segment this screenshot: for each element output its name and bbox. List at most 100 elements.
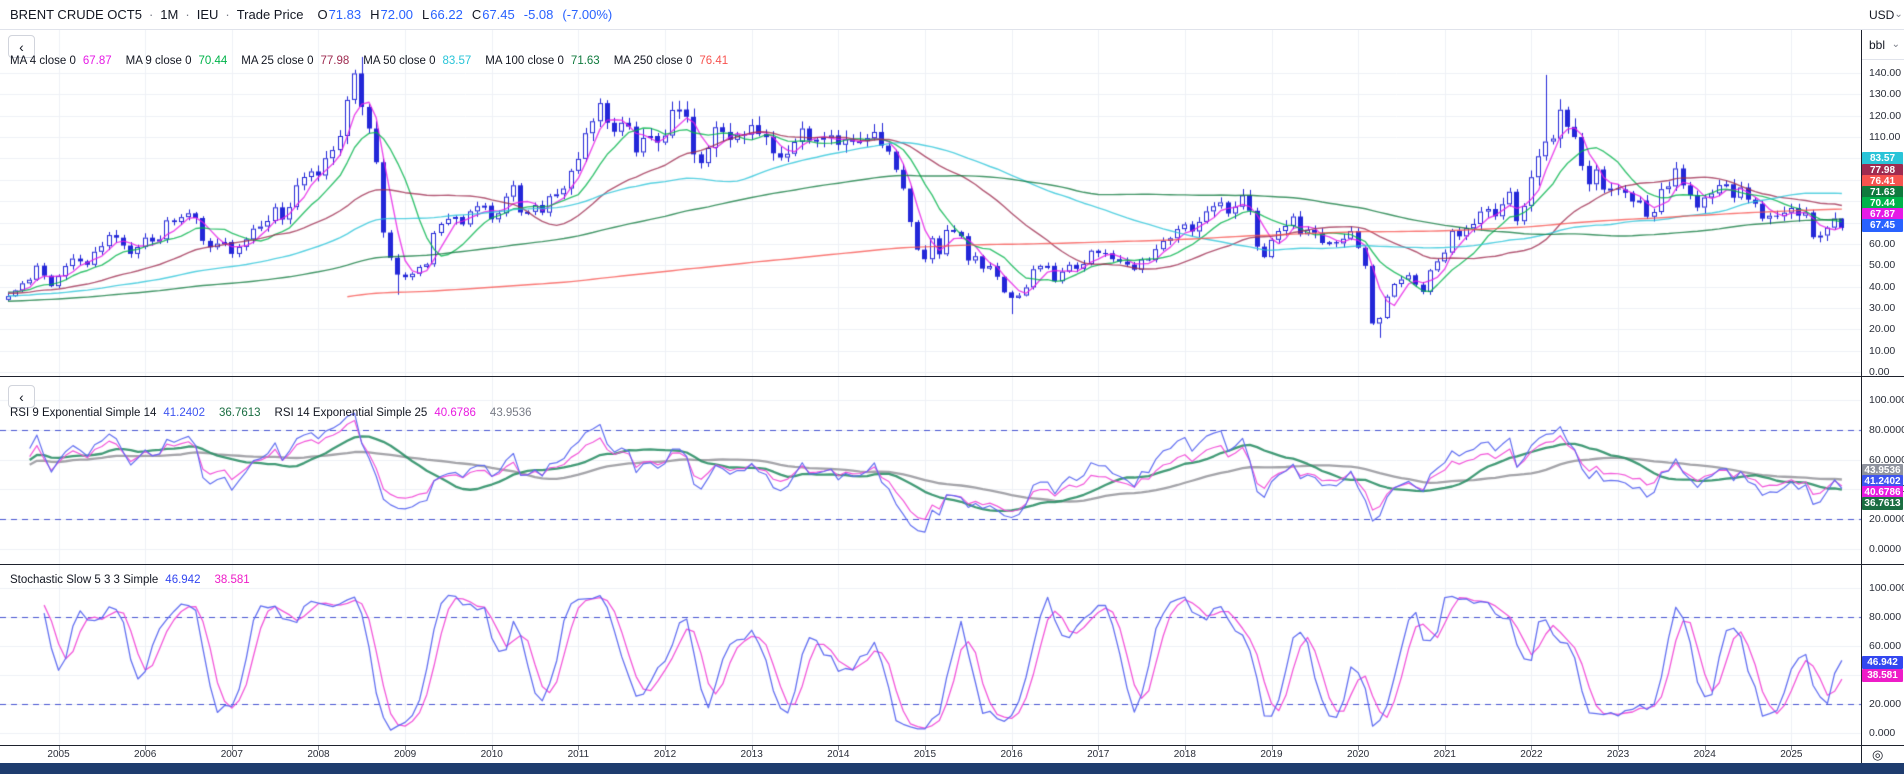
currency-label: USD	[1869, 7, 1895, 22]
rsi14-smooth-badge: 43.9536	[1862, 463, 1903, 477]
indicator-name[interactable]: Stochastic Slow 5 3 3 Simple	[10, 574, 159, 586]
currency-selector[interactable]: USD ⌄	[1862, 0, 1904, 30]
price-axis-label: 130.00	[1869, 88, 1902, 101]
price-axis-label: 110.00	[1869, 131, 1901, 144]
open-key: O	[317, 7, 328, 22]
rsi-axis-label: 20.0000	[1869, 513, 1904, 526]
ma100-price-badge: 71.63	[1862, 186, 1903, 199]
stoch-axis-label: 100.000	[1869, 582, 1904, 594]
indicator-value[interactable]: 36.7613	[218, 407, 261, 419]
separator-dot: ·	[225, 7, 230, 22]
ma50-price-badge: 83.57	[1862, 151, 1903, 165]
ma25-price-badge: 77.98	[1862, 163, 1903, 177]
change-percent: (-7.00%)	[562, 7, 613, 22]
stoch-axis-label: 0.000	[1869, 727, 1896, 739]
interval-label[interactable]: 1M	[160, 7, 179, 22]
rsi-pane-back-button[interactable]: ‹	[8, 385, 35, 408]
time-axis-tick	[578, 746, 579, 750]
scroll-target-icon[interactable]: ◎	[1872, 747, 1884, 762]
time-axis-tick	[1012, 746, 1013, 750]
indicator-value[interactable]: 41.2402	[163, 407, 205, 419]
price-axis-label: 10.00	[1869, 344, 1896, 357]
time-axis-label: 2007	[220, 749, 243, 760]
price-axis-label: 0.00	[1869, 366, 1890, 378]
time-axis-label: 2025	[1780, 749, 1803, 760]
time-axis-tick	[1445, 746, 1446, 750]
price-axis[interactable]	[1861, 0, 1904, 763]
stoch-d-badge: 38.581	[1862, 668, 1903, 682]
price-axis-label: 30.00	[1869, 301, 1896, 314]
close-key: C	[471, 7, 482, 22]
rsi9-badge: 41.2402	[1862, 474, 1903, 488]
indicator-value[interactable]: 38.581	[214, 574, 250, 586]
rsi14-badge: 40.6786	[1862, 485, 1903, 499]
indicator-value[interactable]: 71.63	[570, 55, 600, 67]
indicator-name[interactable]: MA 25 close 0	[241, 55, 314, 67]
time-axis-tick	[1705, 746, 1706, 750]
ma9-price-badge: 70.44	[1862, 197, 1903, 210]
price-axis-label: 20.00	[1869, 323, 1896, 336]
high-key: H	[370, 7, 380, 22]
change-value: -5.08	[523, 7, 554, 22]
pane-separator[interactable]	[0, 376, 1904, 377]
time-axis-tick	[492, 746, 493, 750]
indicator-name[interactable]: MA 9 close 0	[125, 55, 192, 67]
separator-dot: ·	[185, 7, 190, 22]
low-value: 66.22	[430, 7, 463, 22]
time-axis-label: 2022	[1520, 749, 1543, 760]
indicator-value[interactable]: 46.942	[165, 574, 201, 586]
time-axis-label: 2009	[393, 749, 417, 760]
rsi-pane-canvas[interactable]	[0, 377, 1862, 564]
bottom-bar	[0, 763, 1904, 774]
time-axis-label: 2014	[827, 749, 850, 760]
unit-selector[interactable]: bbl ⌄	[1862, 30, 1904, 60]
indicator-value[interactable]: 83.57	[442, 55, 472, 67]
indicator-name[interactable]: MA 100 close 0	[485, 55, 564, 67]
time-axis-label: 2006	[134, 749, 157, 760]
price-axis-label: 140.00	[1869, 67, 1902, 79]
indicator-value[interactable]: 40.6786	[434, 407, 476, 419]
time-axis-label: 2016	[1000, 749, 1023, 760]
time-axis-label: 2021	[1433, 749, 1456, 760]
time-axis-label: 2012	[653, 749, 677, 760]
time-axis-label: 2015	[913, 749, 937, 760]
rsi-axis-label: 0.0000	[1869, 543, 1902, 555]
indicator-value[interactable]: 76.41	[699, 55, 729, 67]
price-axis-label: 120.00	[1869, 109, 1902, 122]
exchange-label: IEU	[196, 7, 219, 22]
indicator-name[interactable]: RSI 9 Exponential Simple 14	[10, 407, 157, 419]
time-axis-label: 2013	[740, 749, 763, 760]
last-price-badge: 67.45	[1862, 218, 1903, 232]
indicator-value[interactable]: 70.44	[198, 55, 228, 67]
rsi-axis-label: 80.0000	[1869, 423, 1904, 436]
time-axis-tick	[1618, 746, 1619, 750]
time-axis-tick	[1791, 746, 1792, 750]
pane-separator[interactable]	[0, 564, 1904, 565]
price-axis-label: 50.00	[1869, 259, 1896, 272]
indicator-name[interactable]: RSI 14 Exponential Simple 25	[274, 407, 428, 419]
time-axis[interactable]	[0, 745, 1904, 763]
main-price-pane-canvas[interactable]	[0, 30, 1862, 376]
indicator-value[interactable]: 43.9536	[489, 407, 532, 419]
indicator-name[interactable]: MA 250 close 0	[613, 55, 693, 67]
time-axis-tick	[405, 746, 406, 750]
stoch-axis-label: 80.000	[1869, 611, 1902, 623]
time-axis-tick	[232, 746, 233, 750]
stoch-k-badge: 46.942	[1862, 655, 1903, 669]
symbol-name[interactable]: BRENT CRUDE OCT5	[10, 7, 142, 22]
time-axis-label: 2008	[307, 749, 330, 760]
main-pane-back-button[interactable]: ‹	[8, 35, 35, 58]
time-axis-tick	[1272, 746, 1273, 750]
indicator-name[interactable]: MA 4 close 0	[10, 55, 76, 67]
indicator-value[interactable]: 67.87	[82, 55, 112, 67]
indicator-value[interactable]: 77.98	[320, 55, 350, 67]
time-axis-tick	[1531, 746, 1532, 750]
indicator-name[interactable]: MA 50 close 0	[363, 55, 436, 67]
time-axis-label: 2023	[1606, 749, 1630, 760]
time-axis-label: 2019	[1260, 749, 1283, 760]
stochastic-pane-canvas[interactable]	[0, 565, 1862, 745]
time-axis-tick	[145, 746, 146, 750]
time-axis-label: 2024	[1693, 749, 1716, 760]
unit-label: bbl	[1869, 37, 1886, 52]
time-axis-tick	[1358, 746, 1359, 750]
